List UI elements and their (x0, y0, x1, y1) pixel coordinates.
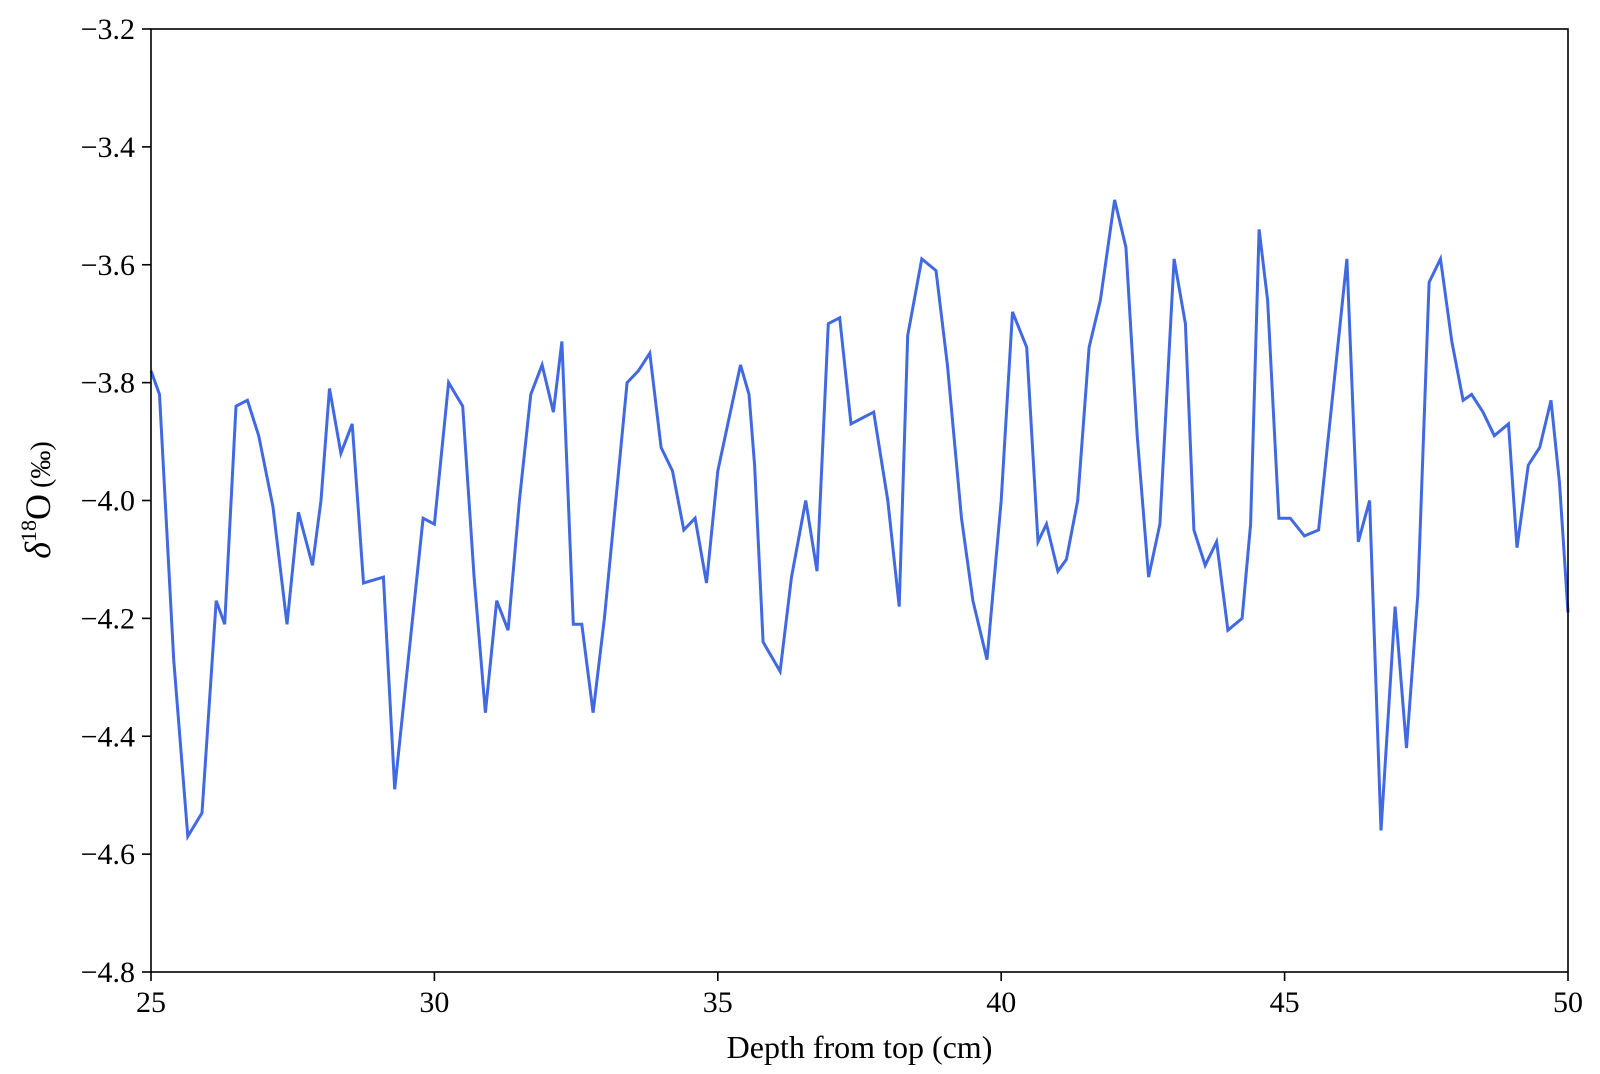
y-axis-label: δ18O (‰) (16, 441, 58, 558)
y-tick-label: −4.4 (81, 720, 135, 753)
x-tick-label: 50 (1553, 986, 1583, 1019)
y-axis-label-unit: (‰) (26, 441, 57, 488)
x-tick-label: 35 (703, 986, 733, 1019)
y-tick-label: −3.6 (81, 249, 135, 282)
y-tick-label: −4.6 (81, 838, 135, 871)
y-axis-ticks: −4.8 −4.6 −4.4 −4.2 −4.0 −3.8 −3.6 −3.4 −3.2 (81, 13, 151, 989)
x-tick-label: 45 (1270, 986, 1300, 1019)
y-axis-label-symbol: δ (18, 541, 58, 559)
series-line (149, 199, 1570, 842)
x-axis-ticks: 25 30 35 40 45 50 (136, 972, 1583, 1019)
y-axis-label-superscript: 18 (16, 520, 41, 542)
plot-frame (150, 28, 1569, 973)
y-tick-label: −4.8 (81, 956, 135, 989)
y-tick-label: −4.2 (81, 602, 135, 635)
x-axis-label: Depth from top (cm) (727, 1029, 993, 1065)
y-tick-label: −3.8 (81, 367, 135, 400)
y-tick-label: −4.0 (81, 485, 135, 518)
x-tick-label: 25 (136, 986, 166, 1019)
y-tick-label: −3.2 (81, 13, 135, 46)
y-axis-label-species: O (18, 494, 58, 520)
y-tick-label: −3.4 (81, 131, 135, 164)
x-tick-label: 40 (986, 986, 1016, 1019)
x-tick-label: 30 (419, 986, 449, 1019)
